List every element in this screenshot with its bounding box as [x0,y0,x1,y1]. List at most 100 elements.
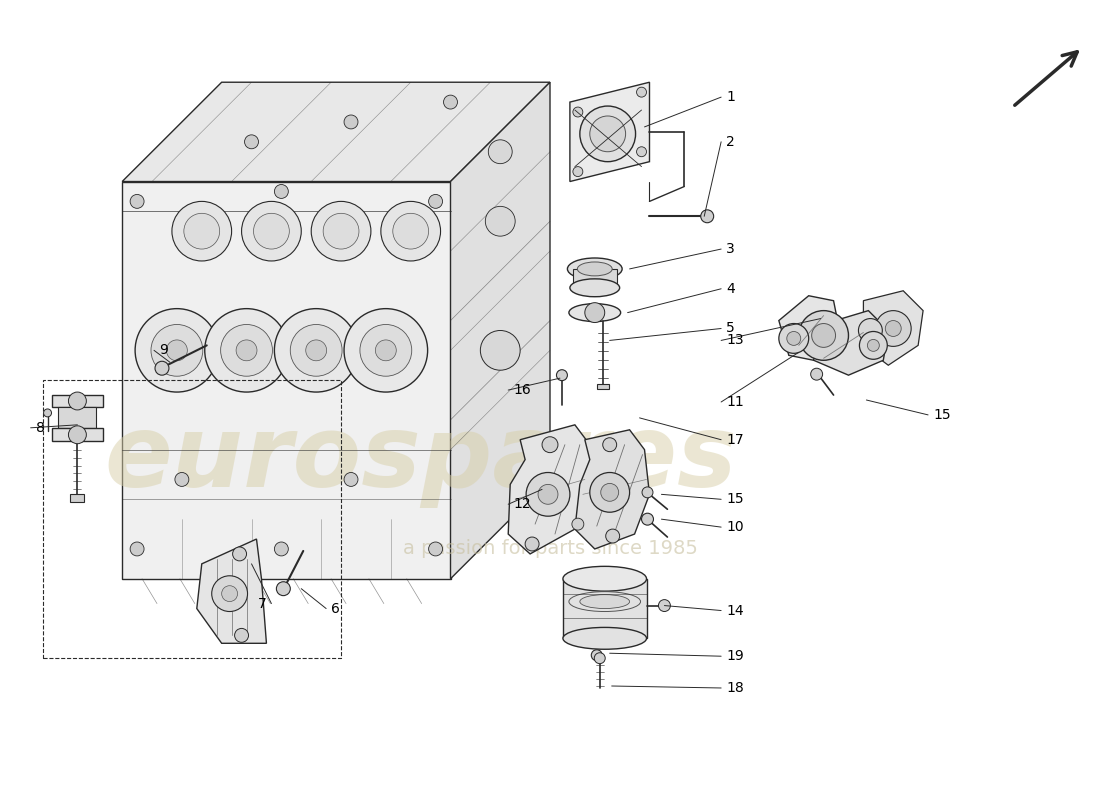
Ellipse shape [563,566,647,591]
Circle shape [573,166,583,177]
Text: 8: 8 [35,421,44,435]
Circle shape [205,309,288,392]
Text: 17: 17 [726,433,744,446]
Text: 6: 6 [331,602,340,615]
Polygon shape [570,82,649,182]
Text: 9: 9 [160,343,168,358]
Circle shape [585,302,605,322]
Circle shape [485,206,515,236]
Ellipse shape [563,627,647,650]
Circle shape [481,330,520,370]
Text: 5: 5 [726,322,735,335]
Text: 15: 15 [726,492,744,506]
Circle shape [344,309,428,392]
Circle shape [580,106,636,162]
Text: 11: 11 [726,395,744,409]
Text: 4: 4 [726,282,735,296]
Circle shape [858,318,882,342]
Polygon shape [70,494,85,502]
Circle shape [130,542,144,556]
Ellipse shape [580,594,629,609]
Circle shape [786,331,801,346]
Circle shape [68,426,87,444]
Circle shape [290,325,342,376]
Circle shape [244,135,258,149]
Circle shape [375,340,396,361]
Circle shape [592,650,602,661]
Polygon shape [122,82,550,182]
Polygon shape [451,82,550,578]
Circle shape [151,325,202,376]
Circle shape [443,95,458,109]
Circle shape [360,325,411,376]
Circle shape [538,485,558,504]
Circle shape [130,194,144,208]
Text: 19: 19 [726,650,744,663]
Polygon shape [52,395,103,407]
Polygon shape [508,425,592,554]
Circle shape [637,87,647,97]
Circle shape [344,115,358,129]
Polygon shape [563,578,647,638]
Circle shape [659,600,670,611]
Circle shape [274,185,288,198]
Circle shape [276,582,290,596]
Circle shape [799,310,848,360]
Circle shape [606,529,619,543]
Text: 14: 14 [726,603,744,618]
Ellipse shape [570,279,619,297]
Circle shape [488,140,513,164]
Circle shape [573,107,583,117]
Circle shape [642,487,653,498]
Circle shape [44,409,52,417]
Polygon shape [197,539,266,643]
Circle shape [542,437,558,453]
Circle shape [572,518,584,530]
Circle shape [274,309,358,392]
Text: 15: 15 [933,408,950,422]
Polygon shape [122,182,451,578]
Circle shape [232,547,246,561]
Circle shape [868,339,879,351]
Polygon shape [864,290,923,366]
Circle shape [525,537,539,551]
Polygon shape [575,430,649,549]
Circle shape [594,653,605,664]
Circle shape [166,340,187,361]
Polygon shape [573,269,617,286]
Circle shape [590,116,626,152]
Text: 2: 2 [726,135,735,149]
Circle shape [236,340,257,361]
Circle shape [886,321,901,337]
Text: a passion for parts since 1985: a passion for parts since 1985 [403,539,697,558]
Circle shape [641,514,653,525]
Circle shape [323,214,359,249]
Circle shape [812,323,836,347]
Text: 10: 10 [726,520,744,534]
Text: 18: 18 [726,681,744,695]
Circle shape [234,629,249,642]
Circle shape [274,542,288,556]
Circle shape [68,392,87,410]
Bar [43,380,341,658]
Circle shape [429,542,442,556]
Polygon shape [814,310,889,375]
Circle shape [311,202,371,261]
Circle shape [221,325,273,376]
Text: 12: 12 [514,498,531,511]
Circle shape [637,146,647,157]
Circle shape [155,362,169,375]
Text: eurospares: eurospares [104,411,737,508]
Circle shape [526,473,570,516]
Text: 13: 13 [726,334,744,347]
Circle shape [344,473,358,486]
Circle shape [222,586,238,602]
Circle shape [603,438,617,452]
Circle shape [306,340,327,361]
Circle shape [859,331,888,359]
Ellipse shape [578,262,613,276]
Text: 7: 7 [257,597,266,610]
Circle shape [211,576,248,611]
Polygon shape [779,296,838,360]
Ellipse shape [569,304,620,322]
